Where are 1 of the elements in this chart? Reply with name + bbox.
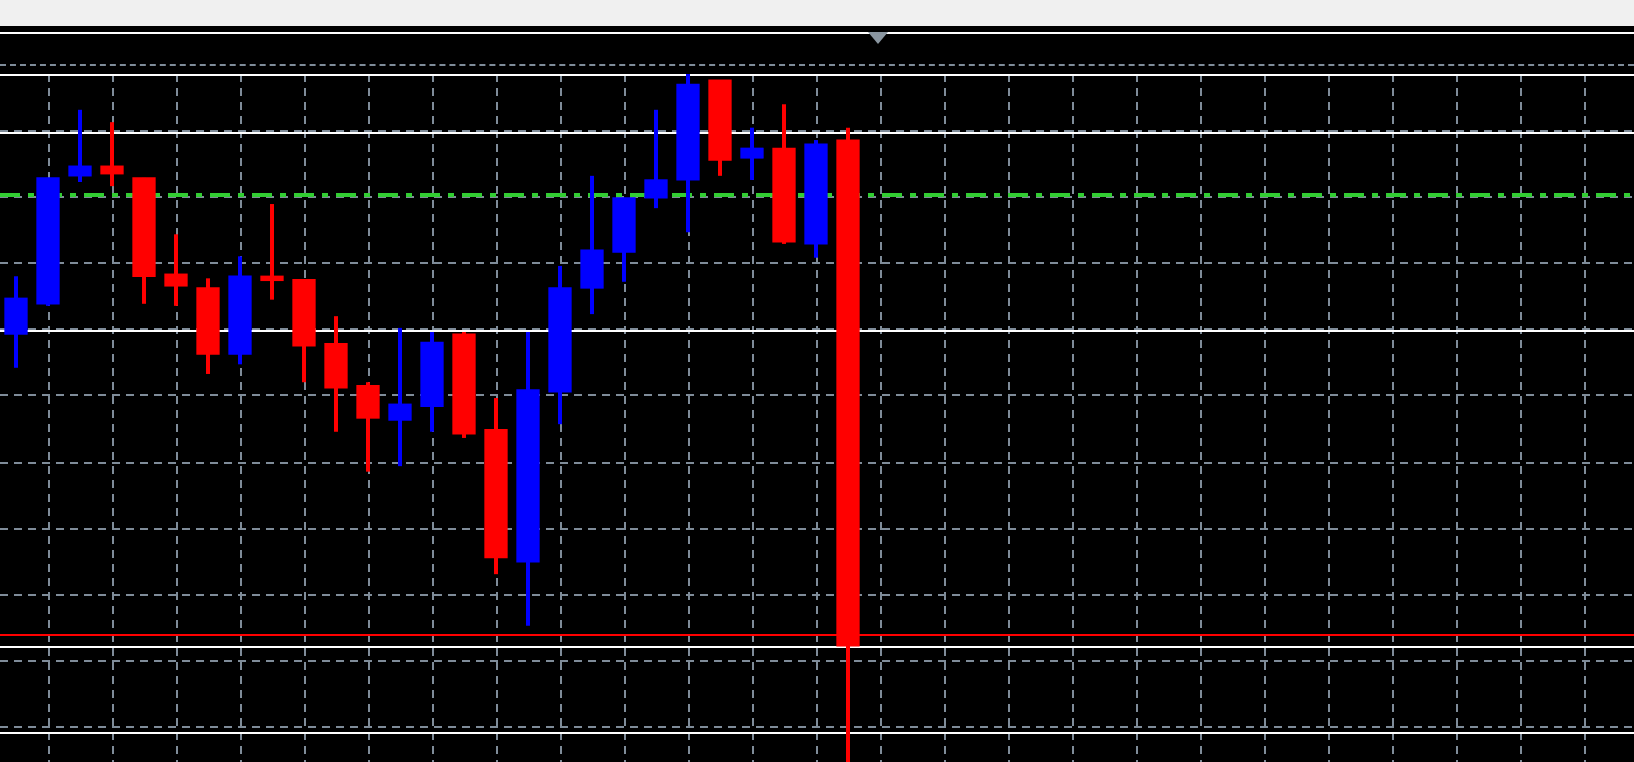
- candlestick: [260, 204, 284, 300]
